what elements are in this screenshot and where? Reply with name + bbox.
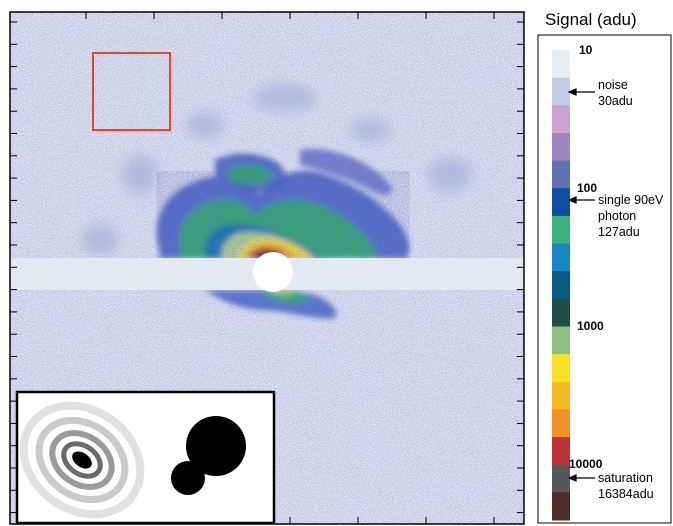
photon-annotation: single 90eV photon 127adu	[598, 192, 663, 240]
photon-label: single 90eV	[598, 193, 664, 207]
diffraction-speckles	[156, 149, 410, 258]
colorbar-swatch	[552, 437, 570, 466]
colorbar-swatch	[552, 50, 570, 79]
colorbar-swatch	[552, 188, 570, 217]
colorbar-swatch	[552, 215, 570, 245]
photon-label-2: photon	[598, 209, 637, 223]
colorbar-swatch	[552, 105, 570, 134]
faint-halos	[82, 84, 472, 256]
photon-value: 127adu	[598, 225, 640, 239]
lower-speckles	[205, 290, 337, 319]
colorbar-swatch	[552, 354, 570, 383]
noise-label: noise	[598, 78, 628, 92]
inset-diffraction-panel	[20, 401, 145, 519]
colorbar-swatch	[552, 160, 570, 189]
saturation-annotation: saturation 16384adu	[598, 470, 654, 502]
inset-object-panel	[171, 416, 246, 495]
colorbar-swatch	[552, 132, 570, 162]
detector-image	[10, 12, 524, 524]
colorbar-tick-1000: 1000	[577, 319, 604, 333]
colorbar-tick-10: 10	[579, 43, 593, 57]
colorbar-swatch	[552, 298, 570, 327]
colorbar-swatch	[552, 492, 570, 521]
colorbar-swatch	[552, 77, 570, 106]
colorbar-tick-100: 100	[577, 181, 598, 195]
colorbar	[537, 34, 672, 524]
saturation-value: 16384adu	[598, 487, 654, 501]
colorbar-swatch	[552, 381, 570, 410]
colorbar-swatch	[552, 243, 570, 272]
reconstruction-inset	[15, 390, 276, 525]
colorbar-swatch	[552, 409, 570, 438]
colorbar-swatch	[552, 464, 570, 493]
region-of-interest-box	[92, 52, 171, 131]
saturation-label: saturation	[598, 471, 653, 485]
colorbar-tick-10000: 10000	[569, 457, 603, 471]
noise-annotation: noise 30adu	[598, 77, 633, 109]
noise-value: 30adu	[598, 94, 633, 108]
beam-stop-disc	[253, 252, 293, 292]
colorbar-swatch	[552, 271, 570, 300]
colorbar-swatch	[552, 326, 570, 355]
colorbar-title: Signal (adu)	[545, 10, 637, 29]
